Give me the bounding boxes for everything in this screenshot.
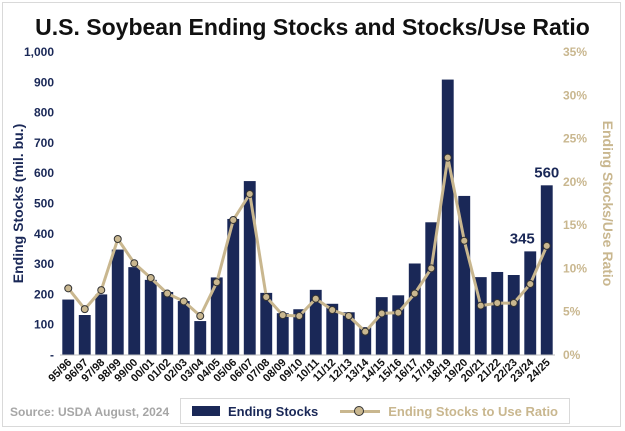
legend-item-stocks-use-ratio: Ending Stocks to Use Ratio [340,404,558,419]
left-tick-label: 100 [34,318,54,332]
bar-04-05 [210,277,223,355]
bar-05-06 [227,218,240,355]
bar-00-01 [144,279,157,355]
ratio-point-14-15 [377,309,386,318]
ratio-point-01-02 [163,289,172,298]
bar-99-00 [128,267,141,355]
left-tick-label: 200 [34,287,54,301]
bar-07-08 [260,292,273,355]
bar-19-20 [458,195,471,355]
ratio-point-16-17 [410,289,419,298]
bar-20-21 [474,277,487,355]
left-tick-label: 600 [34,166,54,180]
bar-02-03 [177,301,190,355]
bar-03-04 [194,321,207,355]
bar-11-12 [326,303,339,355]
ratio-point-02-03 [179,297,188,306]
ratio-point-11-12 [328,305,337,314]
ratio-point-00-01 [146,273,155,282]
bar-16-17 [408,263,421,355]
ratio-point-20-21 [476,301,485,310]
legend-bar-swatch [191,406,220,416]
ratio-point-23-24 [526,280,535,289]
legend-label-stocks-use-ratio: Ending Stocks to Use Ratio [388,403,558,419]
bar-10-11 [309,289,322,355]
ratio-point-18-19 [443,153,452,162]
bar-17-18 [425,222,438,355]
left-tick-label: 700 [34,136,54,150]
ratio-point-04-05 [212,278,221,287]
ratio-point-06-07 [245,189,254,198]
right-axis-title: Ending Stocks/Use Ratio [600,121,616,287]
data-label-23-24: 345 [510,230,535,247]
ratio-point-99-00 [130,259,139,268]
ratio-point-09-10 [295,312,304,321]
right-tick-label: 25% [563,132,587,146]
bar-18-19 [441,79,454,355]
bar-96-97 [78,315,91,355]
right-tick-label: 0% [563,348,581,362]
left-tick-label: 800 [34,106,54,120]
legend-line-swatch [340,405,381,417]
right-tick-label: 10% [563,261,587,275]
data-label-24-25: 560 [534,164,559,181]
bar-06-07 [243,181,256,355]
chart-legend: Ending Stocks Ending Stocks to Use Ratio [180,398,570,424]
bar-12-13 [342,312,355,355]
legend-item-ending-stocks: Ending Stocks [191,403,319,419]
right-tick-label: 20% [563,175,587,189]
ratio-point-24-25 [542,241,551,250]
bar-13-14 [359,327,372,355]
ratio-point-98-99 [113,234,122,243]
bar-15-16 [392,295,405,355]
bar-01-02 [161,291,174,355]
ratio-point-10-11 [311,294,320,303]
ratio-point-05-06 [229,215,238,224]
ratio-point-95-96 [64,284,73,293]
ratio-point-12-13 [344,312,353,321]
bar-14-15 [375,297,388,355]
ratio-point-21-22 [493,299,502,308]
ratio-point-15-16 [394,308,403,317]
ratio-point-22-23 [509,299,518,308]
ratio-point-03-04 [196,312,205,321]
right-tick-label: 30% [563,88,587,102]
bar-95-96 [62,299,75,355]
right-tick-label: 35% [563,45,587,59]
bar-23-24 [524,251,537,355]
chart-frame [2,2,621,427]
bar-21-22 [491,271,504,355]
ratio-point-96-97 [80,305,89,314]
left-tick-label: 300 [34,257,54,271]
bar-08-09 [276,313,289,355]
bar-24-25 [540,185,553,355]
left-tick-label: - [50,348,54,362]
source-note: Source: USDA August, 2024 [10,405,170,419]
ratio-point-07-08 [262,292,271,301]
ratio-point-08-09 [278,311,287,320]
ratio-point-19-20 [460,236,469,245]
left-tick-label: 1,000 [24,45,54,59]
chart-title: U.S. Soybean Ending Stocks and Stocks/Us… [35,14,590,40]
right-tick-label: 15% [563,218,587,232]
ratio-point-97-98 [97,286,106,295]
legend-label-ending-stocks: Ending Stocks [227,403,319,419]
ratio-point-13-14 [361,327,370,336]
bar-98-99 [111,249,124,355]
right-tick-label: 5% [563,305,581,319]
ratio-point-17-18 [427,264,436,273]
bar-22-23 [507,275,520,355]
left-tick-label: 500 [34,197,54,211]
bar-09-10 [293,309,306,355]
left-tick-label: 400 [34,227,54,241]
bar-97-98 [95,294,108,355]
left-axis-title: Ending Stocks (mil. bu.) [10,124,26,283]
left-tick-label: 900 [34,75,54,89]
